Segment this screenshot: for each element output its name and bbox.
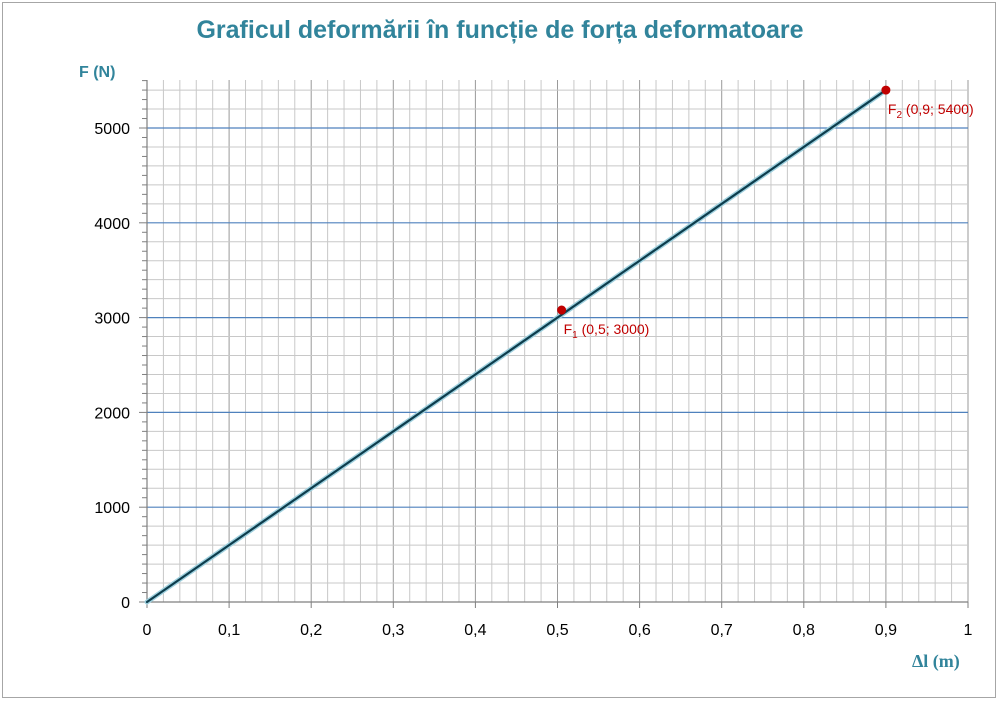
series-layer xyxy=(144,87,889,605)
y-tick-label: 0 xyxy=(121,595,130,612)
y-tick-label: 3000 xyxy=(94,311,130,328)
x-tick-label: 0,5 xyxy=(546,622,568,639)
x-tick-label: 0,9 xyxy=(875,622,897,639)
x-tick-label: 0,3 xyxy=(382,622,404,639)
x-axis-label: Δl (m) xyxy=(912,651,960,672)
x-tick-label: 1 xyxy=(964,622,973,639)
axes xyxy=(139,80,969,608)
y-tick-label: 5000 xyxy=(94,121,130,138)
y-tick-label: 4000 xyxy=(94,216,130,233)
y-tick-label: 1000 xyxy=(94,500,130,517)
x-tick-label: 0,7 xyxy=(711,622,733,639)
x-tick-label: 0 xyxy=(143,622,152,639)
x-tick-label: 0,2 xyxy=(300,622,322,639)
series-line xyxy=(145,88,888,604)
points-layer: F1 (0,5; 3000) F2 (0,9; 5400) xyxy=(557,85,974,341)
minor-grid xyxy=(147,80,969,602)
x-tick-label: 0,4 xyxy=(464,622,486,639)
y-axis-label: F (N) xyxy=(79,64,115,81)
chart-title: Graficul deformării în funcție de forța … xyxy=(196,16,804,44)
tick-labels: 0 1000 2000 3000 4000 5000 0 0,1 0,2 0,3 0,4 0,5 0,6… xyxy=(94,121,972,639)
x-tick-label: 0,1 xyxy=(218,622,240,639)
y-tick-label: 2000 xyxy=(94,405,130,422)
data-point xyxy=(557,305,567,315)
point-label: F2 (0,9; 5400) xyxy=(888,101,974,121)
data-point xyxy=(881,85,891,95)
x-tick-label: 0,6 xyxy=(628,622,650,639)
x-tick-label: 0,8 xyxy=(793,622,815,639)
point-label: F1 (0,5; 3000) xyxy=(564,321,650,341)
